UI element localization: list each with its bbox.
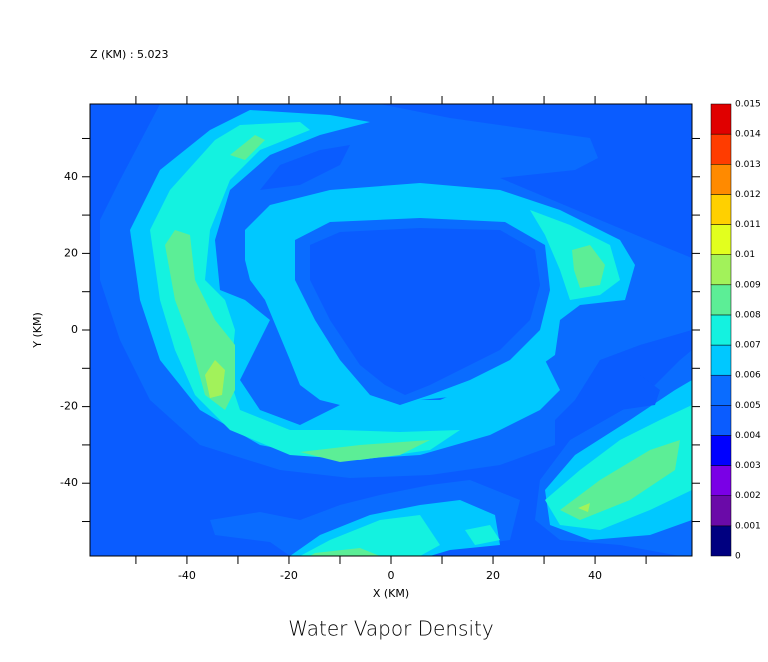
x-axis-label: X (KM) <box>373 587 409 600</box>
axes: -40 -20 0 20 40 -40 -20 0 20 40 <box>60 96 700 582</box>
y-tick-label: 0 <box>71 323 78 336</box>
y-tick-label: 20 <box>64 246 78 259</box>
contour-region <box>310 228 540 395</box>
x-tick-label: 0 <box>388 569 395 582</box>
contour-region <box>465 525 500 545</box>
contour-region <box>572 245 605 288</box>
contour-region <box>585 375 660 410</box>
contour-region <box>230 135 265 160</box>
colorbar-label: 0.002 <box>735 491 761 501</box>
colorbar-box <box>710 435 732 466</box>
colorbar-box <box>710 525 732 557</box>
contour-field <box>90 104 692 556</box>
colorbar-label: 0.001 <box>735 521 761 531</box>
x-tick-label: -40 <box>178 569 196 582</box>
colorbar: 0 0.001 0.002 0.003 0.004 0.005 0.006 0.007 0.00… <box>710 100 761 562</box>
contour-region <box>560 440 680 520</box>
y-tick-label: -20 <box>60 400 78 413</box>
contour-region <box>300 440 430 462</box>
colorbar-label: 0.005 <box>735 401 761 411</box>
colorbar-label: 0.01 <box>735 250 755 260</box>
y-axis-label: Y (KM) <box>31 312 44 349</box>
colorbar-box <box>710 344 732 376</box>
contour-region <box>205 360 225 398</box>
colorbar-box <box>710 103 732 135</box>
chart-title: Water Vapor Density <box>288 617 493 641</box>
colorbar-label: 0.014 <box>735 130 761 140</box>
colorbar-label: 0.007 <box>735 341 761 351</box>
contour-region <box>260 145 350 190</box>
subtitle: Z (KM) : 5.023 <box>90 48 169 61</box>
contour-region <box>310 548 380 556</box>
colorbar-box <box>710 164 732 195</box>
colorbar-box <box>710 224 732 255</box>
x-tick-label: -20 <box>280 569 298 582</box>
colorbar-box <box>710 374 732 406</box>
contour-region <box>300 515 440 556</box>
x-tick-label: 20 <box>486 569 500 582</box>
colorbar-label: 0.013 <box>735 160 761 170</box>
contour-region <box>578 503 590 512</box>
colorbar-box <box>710 254 732 286</box>
colorbar-label: 0.004 <box>735 431 761 441</box>
colorbar-label: 0.011 <box>735 220 761 230</box>
colorbar-label: 0.012 <box>735 190 761 200</box>
colorbar-box <box>710 405 732 436</box>
colorbar-box <box>710 284 732 316</box>
colorbar-box <box>710 465 732 496</box>
colorbar-box <box>710 194 732 225</box>
colorbar-label: 0.003 <box>735 461 761 471</box>
colorbar-label: 0.015 <box>735 100 761 110</box>
y-tick-label: -40 <box>60 476 78 489</box>
colorbar-label: 0.009 <box>735 280 761 290</box>
contour-region <box>130 110 560 460</box>
colorbar-box <box>710 495 732 527</box>
x-tick-label: 40 <box>588 569 602 582</box>
colorbar-label: 0.008 <box>735 310 761 320</box>
colorbar-box <box>710 314 732 346</box>
colorbar-label: 0.006 <box>735 371 761 381</box>
y-tick-label: 40 <box>64 170 78 183</box>
colorbar-label: 0 <box>735 552 741 562</box>
colorbar-box <box>710 133 732 165</box>
